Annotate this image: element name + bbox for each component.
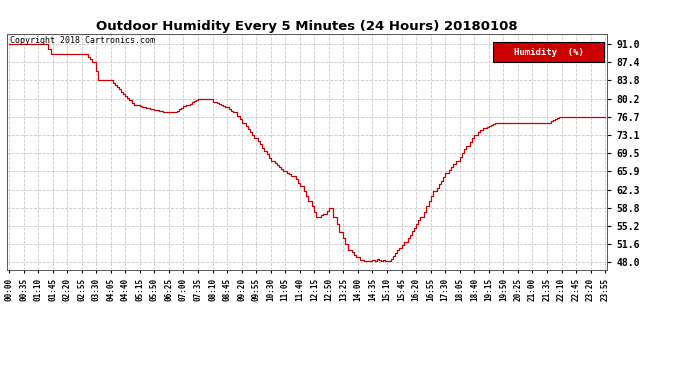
- Text: Copyright 2018 Cartronics.com: Copyright 2018 Cartronics.com: [10, 36, 155, 45]
- Title: Outdoor Humidity Every 5 Minutes (24 Hours) 20180108: Outdoor Humidity Every 5 Minutes (24 Hou…: [96, 20, 518, 33]
- Text: Humidity  (%): Humidity (%): [514, 48, 584, 57]
- FancyBboxPatch shape: [493, 42, 604, 62]
